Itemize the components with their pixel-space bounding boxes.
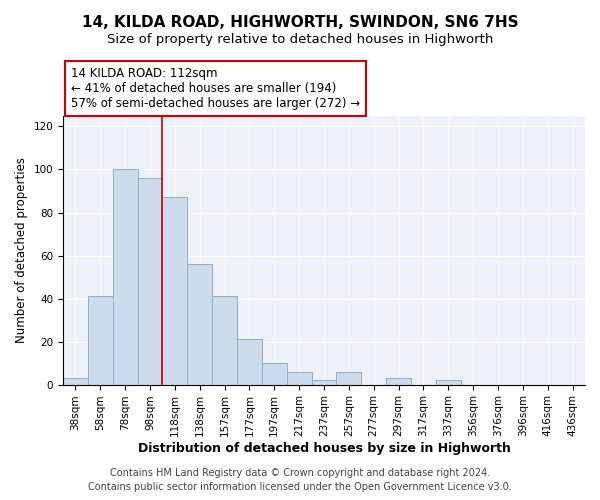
Y-axis label: Number of detached properties: Number of detached properties [15, 157, 28, 343]
Bar [163, 198, 187, 384]
Bar [311, 380, 337, 384]
Text: Size of property relative to detached houses in Highworth: Size of property relative to detached ho… [107, 32, 493, 46]
Bar [63, 378, 88, 384]
Bar [88, 296, 113, 384]
Bar [436, 380, 461, 384]
Bar [113, 170, 137, 384]
Bar [337, 372, 361, 384]
Bar [212, 296, 237, 384]
Text: Contains HM Land Registry data © Crown copyright and database right 2024.
Contai: Contains HM Land Registry data © Crown c… [88, 468, 512, 492]
Bar [386, 378, 411, 384]
Text: 14, KILDA ROAD, HIGHWORTH, SWINDON, SN6 7HS: 14, KILDA ROAD, HIGHWORTH, SWINDON, SN6 … [82, 15, 518, 30]
Bar [187, 264, 212, 384]
Bar [287, 372, 311, 384]
Bar [137, 178, 163, 384]
Bar [262, 363, 287, 384]
Bar [237, 340, 262, 384]
X-axis label: Distribution of detached houses by size in Highworth: Distribution of detached houses by size … [137, 442, 511, 455]
Text: 14 KILDA ROAD: 112sqm
← 41% of detached houses are smaller (194)
57% of semi-det: 14 KILDA ROAD: 112sqm ← 41% of detached … [71, 68, 360, 110]
